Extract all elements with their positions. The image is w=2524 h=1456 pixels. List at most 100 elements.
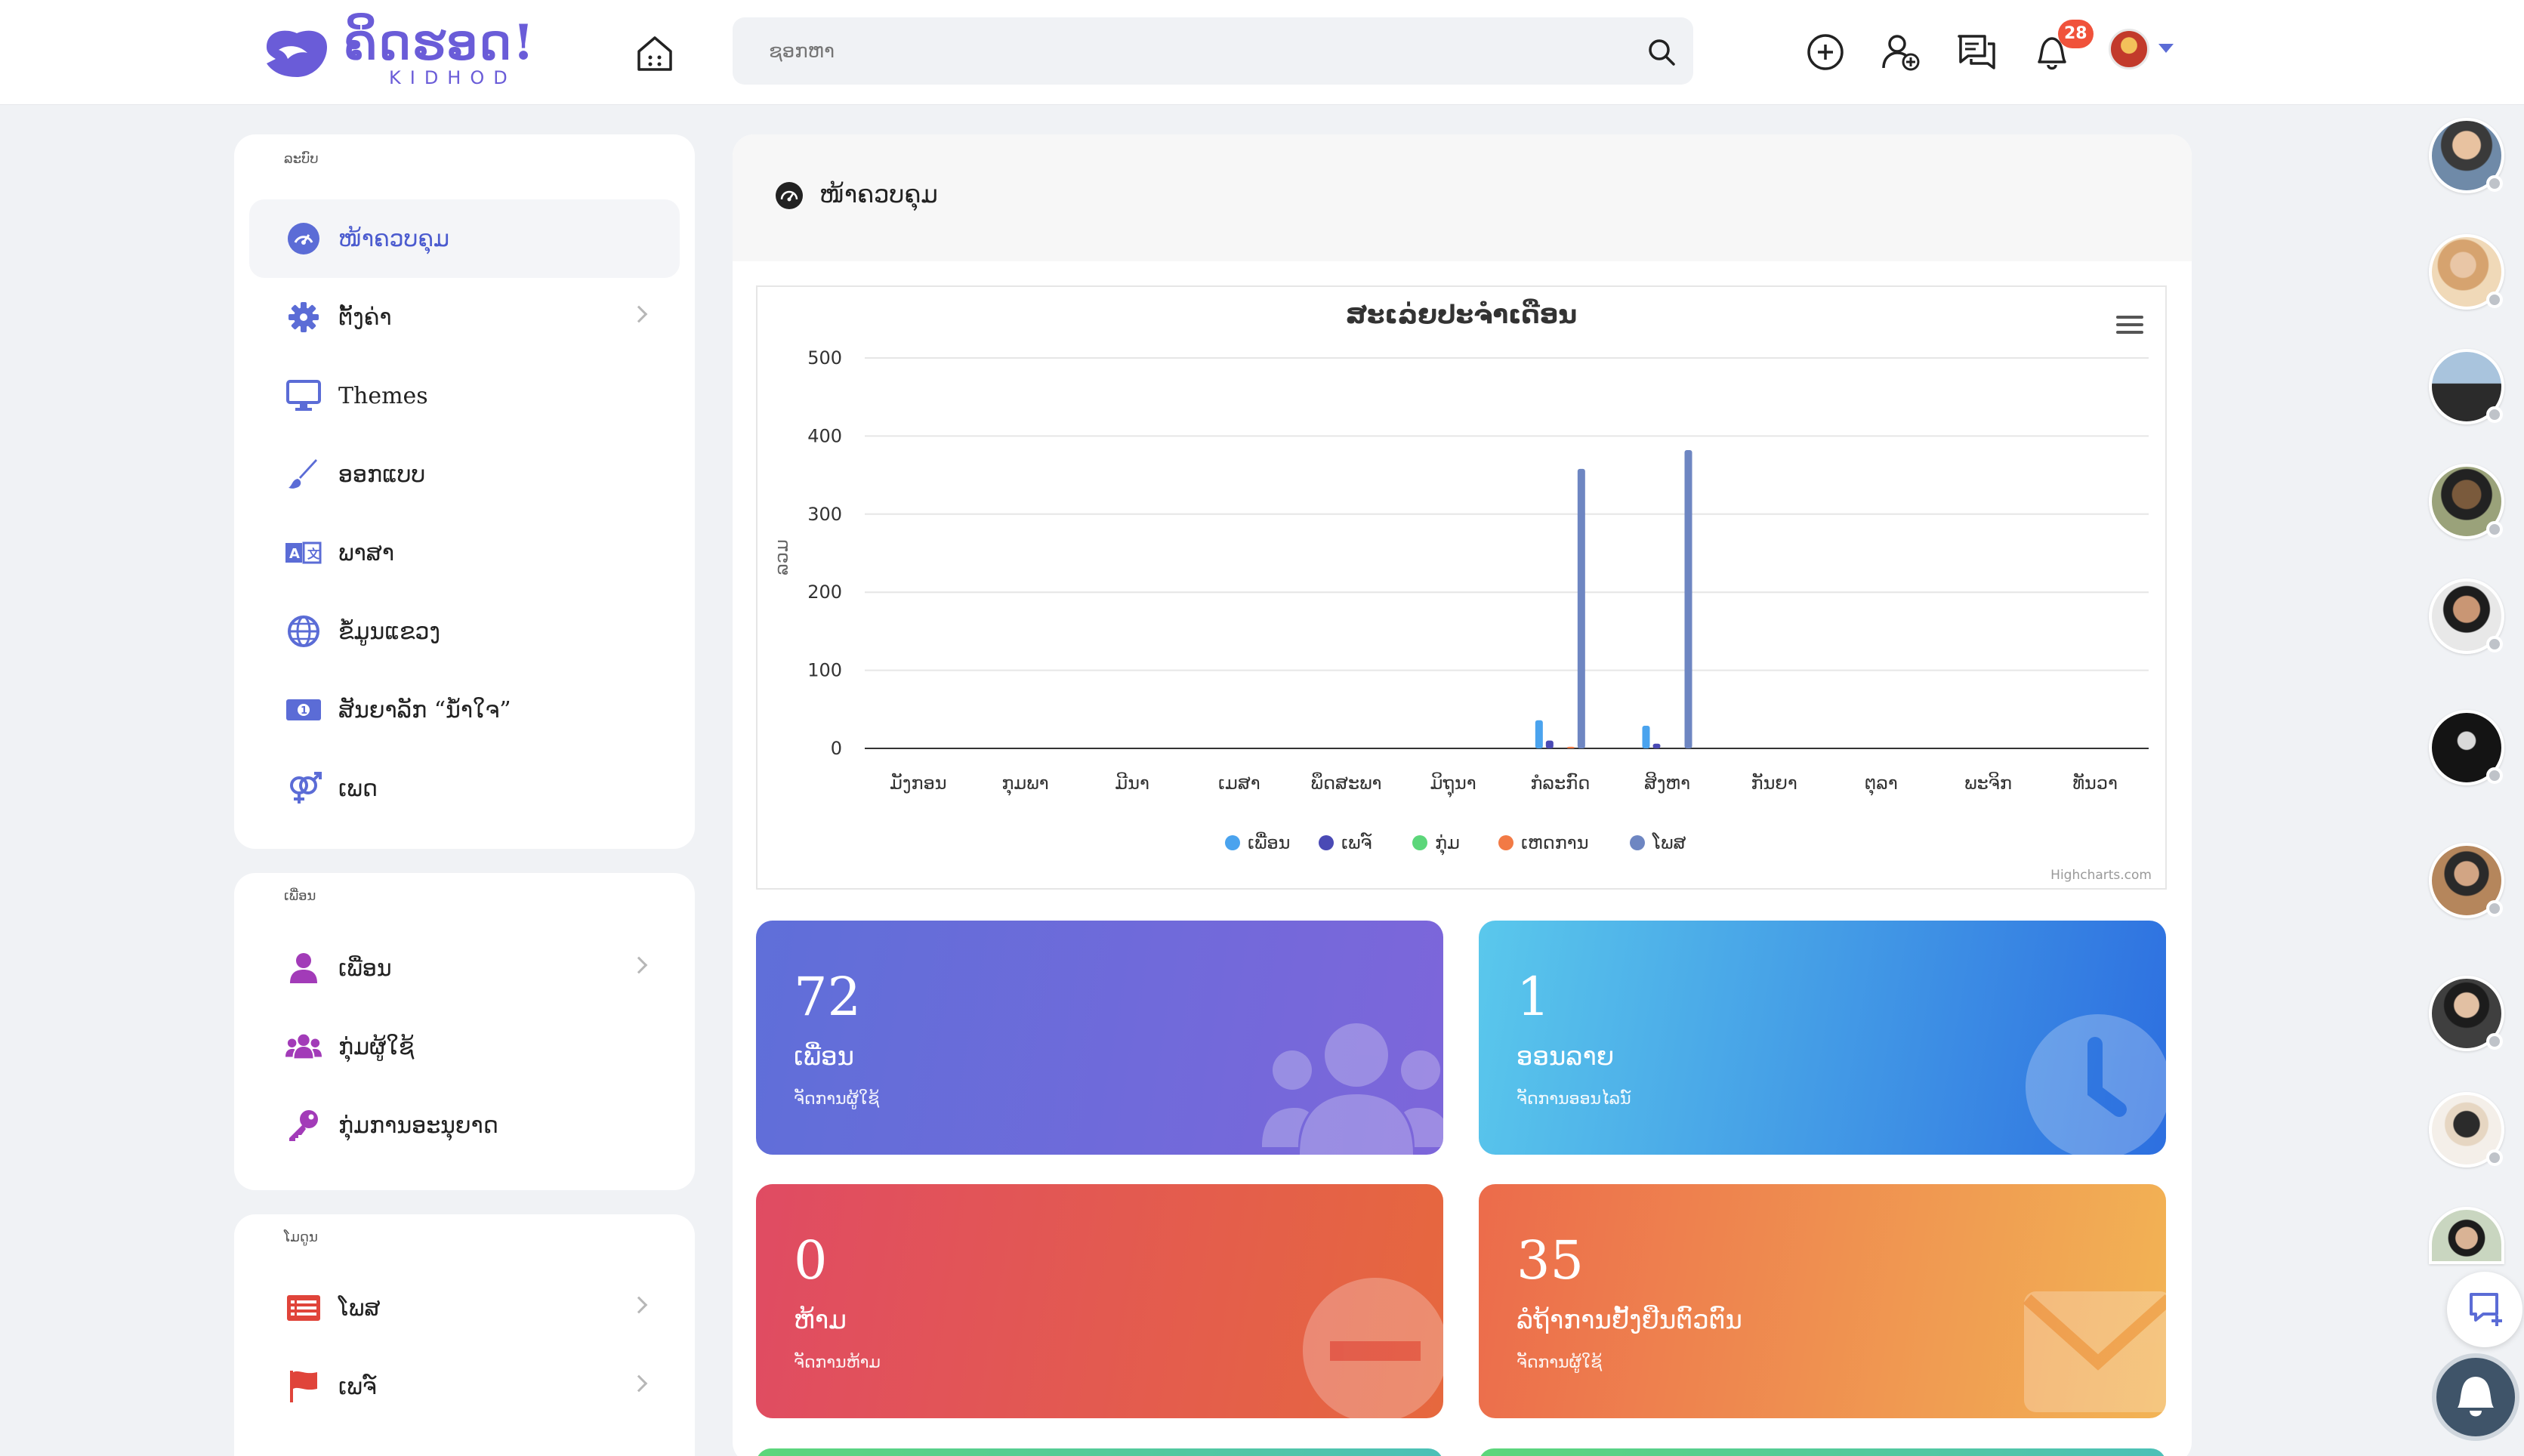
chart-x-tick-label: ມິຖຸນາ bbox=[1430, 772, 1476, 797]
sidebar-item-settings[interactable]: ຕັ້ງຄ່າ bbox=[249, 278, 680, 356]
stat-card-partial[interactable] bbox=[1479, 1448, 2166, 1456]
sidebar-item-dashboard[interactable]: ໜ້າຄວບຄຸມ bbox=[249, 199, 680, 278]
stat-card-online[interactable]: 1 ອອນລາຍ ຈັດການອອນໄລນ໌ bbox=[1479, 921, 2166, 1155]
friend-avatar[interactable] bbox=[2429, 578, 2504, 654]
sidebar-item-label: ເພື່ອນ bbox=[338, 955, 392, 982]
sidebar-item-label: ຕັ້ງຄ່າ bbox=[338, 304, 392, 331]
chart-x-tick-label: ພຶດສະພາ bbox=[1310, 772, 1381, 794]
friend-avatar[interactable] bbox=[2429, 349, 2504, 424]
sidebar-item-themes[interactable]: Themes bbox=[249, 356, 680, 435]
logo-title: ຄິດຮອດ! bbox=[344, 14, 536, 71]
stat-title: ຫ້າມ bbox=[794, 1305, 847, 1335]
friend-avatar[interactable] bbox=[2429, 976, 2504, 1051]
chart-container bbox=[756, 285, 2167, 890]
sidebar-item-permission-groups[interactable]: ກຸ່ມການອະນຸຍາດ bbox=[249, 1086, 680, 1164]
chart-y-tick-label: 500 bbox=[807, 347, 842, 369]
chart-x-tick-label: ເມສາ bbox=[1218, 773, 1260, 794]
users-icon bbox=[285, 1029, 322, 1065]
sidebar-item-label: ອອກແບບ bbox=[338, 461, 426, 488]
sidebar-item-posts[interactable]: ໂພສ bbox=[249, 1269, 680, 1347]
stat-title: ເພື່ອນ bbox=[794, 1041, 855, 1072]
chart-legend-marker bbox=[1498, 835, 1513, 850]
home-icon[interactable] bbox=[633, 32, 677, 76]
search-input[interactable] bbox=[733, 17, 1693, 85]
stat-link[interactable]: ຈັດການຜູ້ໃຊ້ bbox=[1517, 1353, 1603, 1372]
sidebar-item-friends[interactable]: ເພື່ອນ bbox=[249, 929, 680, 1007]
chart-credits[interactable]: Highcharts.com bbox=[2050, 868, 2152, 883]
sidebar-section-heading: ລະບົບ bbox=[284, 151, 319, 167]
messages-icon[interactable] bbox=[1955, 30, 1998, 74]
stat-card-banned[interactable]: 0 ຫ້າມ ຈັດການຫ້າມ bbox=[756, 1184, 1443, 1418]
users-icon bbox=[1262, 1023, 1443, 1155]
status-dot bbox=[2486, 900, 2503, 917]
stat-link[interactable]: ຈັດການອອນໄລນ໌ bbox=[1517, 1090, 1631, 1109]
avatar[interactable] bbox=[2109, 29, 2149, 69]
envelope-icon bbox=[2023, 1291, 2166, 1412]
chart-x-tick-label: ກຸມພາ bbox=[1001, 773, 1048, 796]
gender-icon bbox=[285, 770, 322, 807]
chart-legend-label[interactable]: ເພຈ໌ bbox=[1341, 832, 1373, 853]
status-dot bbox=[2486, 636, 2503, 652]
sidebar-item-symbol[interactable]: 1 ສັນຍາລັກ “ນ້ຳໃຈ” bbox=[249, 671, 680, 749]
stat-link[interactable]: ຈັດການຫ້າມ bbox=[794, 1353, 881, 1372]
sidebar-section-heading: ໂມດູນ bbox=[284, 1229, 318, 1245]
sidebar-item-provinces[interactable]: ຂໍ້ມູນແຂວງ bbox=[249, 592, 680, 671]
friend-avatar[interactable] bbox=[2429, 118, 2504, 193]
bell-icon[interactable] bbox=[2030, 30, 2074, 74]
chart-legend-marker bbox=[1412, 835, 1427, 850]
friend-avatar[interactable] bbox=[2429, 464, 2504, 539]
add-user-icon[interactable] bbox=[1879, 30, 1923, 74]
status-dot bbox=[2486, 406, 2503, 423]
friend-avatar[interactable] bbox=[2429, 234, 2504, 310]
chart-legend-label[interactable]: ເຫດການ bbox=[1521, 832, 1589, 853]
stat-card-friends[interactable]: 72 ເພື່ອນ ຈັດການຜູ້ໃຊ້ bbox=[756, 921, 1443, 1155]
logo[interactable]: ຄິດຮອດ! KIDHOD bbox=[261, 17, 535, 89]
new-chat-button[interactable] bbox=[2447, 1272, 2522, 1347]
friend-avatar[interactable] bbox=[2429, 1207, 2504, 1264]
bird-logo-icon bbox=[267, 30, 327, 77]
friend-avatar[interactable] bbox=[2429, 710, 2504, 785]
chart-legend-label[interactable]: ໂພສ bbox=[1652, 832, 1686, 853]
chart-legend-label[interactable]: ເພື່ອນ bbox=[1248, 831, 1290, 853]
chart-menu-icon[interactable] bbox=[2115, 313, 2145, 337]
sidebar-item-pages[interactable]: ເພຈ໌ bbox=[249, 1347, 680, 1426]
status-dot bbox=[2486, 1149, 2503, 1166]
sidebar-item-label: ສັນຍາລັກ “ນ້ຳໃຈ” bbox=[338, 696, 511, 723]
add-circle-icon[interactable] bbox=[1804, 30, 1847, 74]
stat-value: 1 bbox=[1517, 966, 1551, 1028]
brush-icon bbox=[285, 456, 322, 492]
friend-avatar[interactable] bbox=[2429, 843, 2504, 918]
chart-legend-label[interactable]: ກຸ່ມ bbox=[1435, 832, 1460, 856]
sidebar-item-label: ເພຈ໌ bbox=[338, 1373, 377, 1400]
status-dot bbox=[2486, 521, 2503, 538]
sidebar-item-label: ໜ້າຄວບຄຸມ bbox=[338, 225, 450, 252]
friend-avatar[interactable] bbox=[2429, 1092, 2504, 1168]
chart-bar bbox=[1545, 740, 1554, 748]
chart-x-tick-label: ກັນຍາ bbox=[1751, 772, 1797, 794]
chart-legend-marker bbox=[1225, 835, 1240, 850]
stat-link[interactable]: ຈັດການຜູ້ໃຊ້ bbox=[794, 1090, 880, 1109]
sidebar-item-label: ເພດ bbox=[338, 775, 378, 802]
chart-x-tick-label: ພະຈິກ bbox=[1964, 771, 2012, 794]
stat-value: 72 bbox=[794, 966, 862, 1028]
sidebar-item-label: ກຸ່ມການອະນຸຍາດ bbox=[338, 1112, 498, 1139]
sidebar-item-design[interactable]: ອອກແບບ bbox=[249, 435, 680, 514]
user-icon bbox=[285, 950, 322, 986]
sidebar-item-gender[interactable]: ເພດ bbox=[249, 749, 680, 828]
chart-bar bbox=[1684, 450, 1692, 748]
chart-bar bbox=[1642, 726, 1650, 748]
chart-x-tick-label: ກໍລະກົດ bbox=[1530, 773, 1590, 794]
chart-y-tick-label: 100 bbox=[807, 660, 842, 681]
chart-bar bbox=[1535, 720, 1543, 748]
sidebar-item-user-groups[interactable]: ກຸ່ມຜູ້ໃຊ້ bbox=[249, 1007, 680, 1086]
chart-x-tick-label: ມີນາ bbox=[1115, 772, 1149, 794]
chevron-down-icon[interactable] bbox=[2158, 44, 2174, 53]
sidebar-section-heading: ເພື່ອນ bbox=[284, 888, 316, 904]
search-icon[interactable] bbox=[1646, 37, 1677, 67]
gear-icon bbox=[285, 299, 322, 335]
notification-fab[interactable] bbox=[2432, 1353, 2519, 1441]
stat-card-partial[interactable] bbox=[756, 1448, 1443, 1456]
stat-card-pending-verification[interactable]: 35 ລໍຖ້າການຢັ້ງຢືນຕົວຕົນ ຈັດການຜູ້ໃຊ້ bbox=[1479, 1184, 2166, 1418]
stat-title: ລໍຖ້າການຢັ້ງຢືນຕົວຕົນ bbox=[1517, 1305, 1742, 1335]
